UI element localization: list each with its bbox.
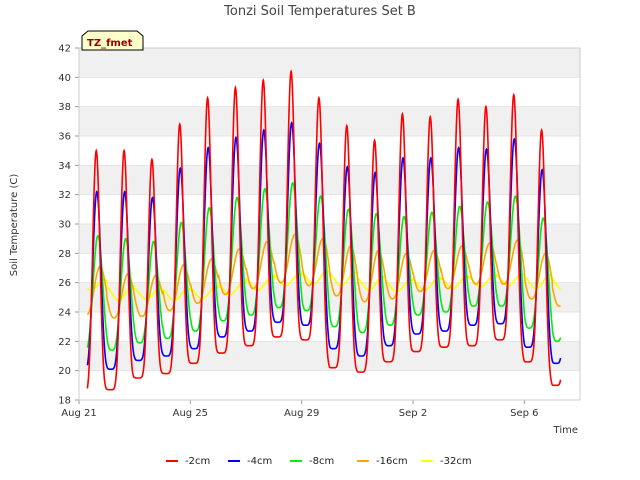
tz-fmet-badge: TZ_fmet (81, 30, 144, 51)
grid-band (79, 48, 580, 78)
y-tick-label: 20 (58, 366, 71, 377)
legend: -2cm -4cm -8cm -16cm -32cm (166, 456, 472, 467)
legend-label: -4cm (247, 456, 272, 467)
y-tick-label: 26 (58, 278, 71, 289)
y-tick-label: 24 (58, 308, 71, 319)
legend-label: -2cm (185, 456, 210, 467)
y-tick-label: 42 (58, 44, 71, 55)
badge-shape (81, 30, 144, 51)
y-axis-label: Soil Temperature (C) (9, 174, 20, 277)
badge-label: TZ_fmet (87, 38, 133, 49)
x-tick-label: Sep 2 (399, 408, 427, 419)
y-tick-label: 34 (58, 161, 71, 172)
y-tick-label: 18 (58, 396, 71, 407)
x-tick-label: Aug 29 (284, 408, 319, 419)
grid-band (79, 106, 580, 136)
series-lines (86, 69, 562, 391)
plot-area (79, 47, 580, 401)
legend-label: -16cm (376, 456, 408, 467)
x-tick-label: Aug 21 (61, 408, 96, 419)
x-axis-ticks: Aug 21 Aug 25 Aug 29 Sep 2 Sep 6 (61, 400, 539, 419)
grid-band (79, 165, 580, 195)
y-tick-label: 38 (58, 102, 71, 113)
y-tick-label: 28 (58, 249, 71, 260)
legend-label: -8cm (309, 456, 334, 467)
series-line-minus-2cm (86, 69, 562, 391)
y-tick-label: 32 (58, 190, 71, 201)
x-tick-label: Sep 6 (510, 408, 538, 419)
x-axis-label: Time (553, 425, 578, 436)
x-tick-label: Aug 25 (173, 408, 208, 419)
chart-title: Tonzi Soil Temperatures Set B (223, 4, 416, 19)
grid-band (79, 224, 580, 254)
y-tick-label: 30 (58, 220, 71, 231)
legend-label: -32cm (440, 456, 472, 467)
y-tick-label: 22 (58, 337, 71, 348)
y-tick-label: 36 (58, 132, 71, 143)
y-tick-label: 40 (58, 73, 71, 84)
y-axis-ticks: 18 20 22 24 26 28 30 32 34 36 38 40 42 (58, 44, 79, 407)
plot-frame (78, 47, 581, 401)
